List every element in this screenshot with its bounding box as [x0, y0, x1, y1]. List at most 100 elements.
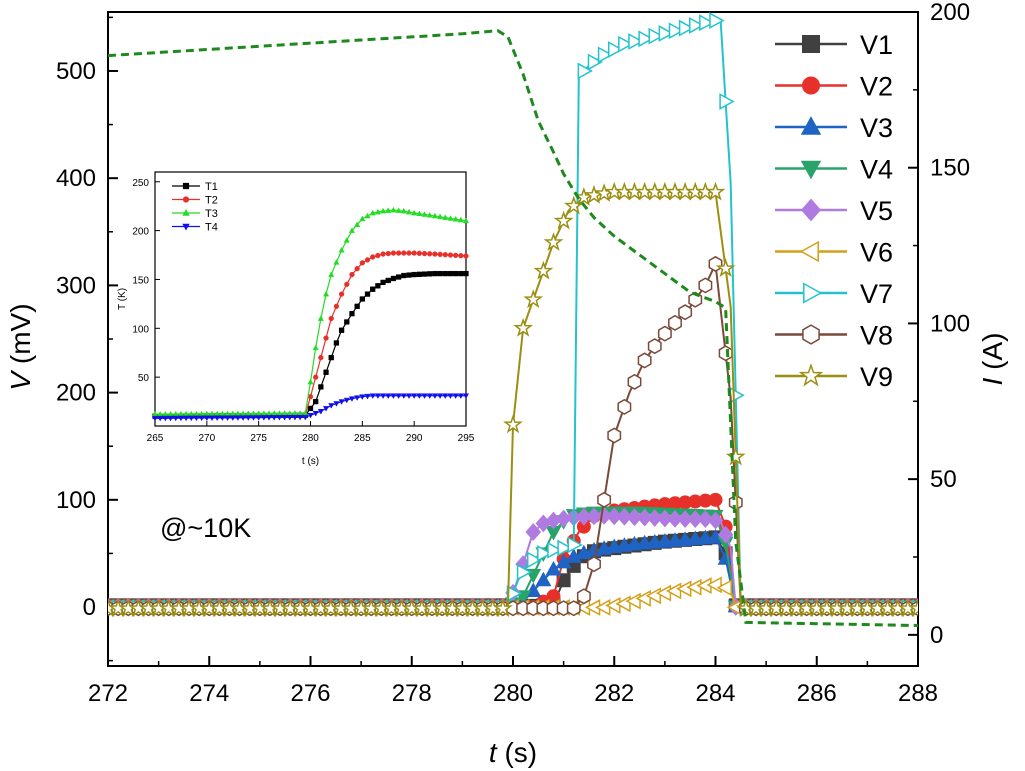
main-plot: 272 274 276 278 280 282 284 286 288 0 100 200 300 400… — [5, 0, 1008, 768]
inset-y-tick-label: 250 — [132, 178, 149, 189]
series-v7-point — [516, 563, 533, 581]
series-v8-point — [678, 304, 693, 321]
inset-legend-label-t4: T4 — [205, 222, 218, 234]
series-v8-point — [698, 277, 713, 294]
series-v7-point — [658, 25, 674, 42]
series-v5-point — [616, 507, 633, 526]
y-left-tick-label: 300 — [56, 272, 96, 299]
x-tick-label: 282 — [594, 680, 634, 707]
series-v9-point — [908, 598, 918, 618]
series-v5-point — [667, 510, 683, 528]
series-v7-point — [526, 551, 543, 569]
inset-series-t3-point — [328, 271, 335, 277]
inset-series-t3-point — [426, 211, 433, 218]
inset-series-t1-point — [406, 272, 412, 278]
inset-series-t2-point — [458, 253, 464, 259]
inset-series-t1-point — [427, 271, 433, 277]
inset-series-t4-point — [348, 396, 356, 402]
series-v3-point — [545, 560, 562, 576]
y-right-axis-title-unit: (A) — [977, 333, 1008, 378]
inset-series-t4-point — [343, 397, 350, 404]
inset-y-tick-label: 150 — [132, 275, 149, 286]
series-v6-point — [645, 587, 662, 605]
inset-series-t2-point — [421, 250, 428, 257]
x-axis-title-symbol: t — [489, 737, 498, 768]
inset-series-t3-point — [312, 344, 319, 351]
inset-series-t4-point — [177, 415, 184, 422]
inset-series-t4-point — [354, 395, 361, 401]
inset-series-t3-point — [462, 217, 470, 224]
inset-series-t4-point — [193, 415, 200, 422]
y-right-axis-title: I (A) — [977, 333, 1008, 386]
inset-series-t4-point — [312, 411, 319, 417]
legend-marker-v8 — [802, 324, 820, 345]
y-left-tick-label: 100 — [56, 487, 96, 514]
inset-frame — [154, 171, 467, 427]
inset-x-tick-label: 275 — [250, 433, 267, 444]
series-v3-point — [667, 532, 683, 547]
inset-series-t4-point — [322, 406, 330, 412]
inset-x-tick-label: 265 — [147, 433, 164, 444]
inset-series-t4-point — [203, 415, 210, 422]
series-v5-point — [525, 523, 542, 541]
inset-series-t2-point — [395, 250, 402, 256]
x-tick-label: 280 — [493, 680, 533, 707]
x-tick-label: 286 — [797, 680, 837, 707]
inset-series-t4-point — [390, 393, 397, 399]
series-v7-point — [597, 46, 614, 64]
inset-series-t2-point — [364, 257, 371, 263]
y-right-axis-title-symbol: I — [977, 377, 1008, 385]
inset-series-t4-point — [286, 415, 293, 421]
inset-series-t3-point — [380, 207, 387, 214]
inset-series-t1-point — [395, 274, 402, 280]
x-tick-label: 272 — [88, 680, 128, 707]
inset-series-t2-point — [323, 335, 329, 341]
series-v5-point — [646, 509, 663, 527]
inset-series-t1-point — [452, 270, 459, 277]
series-v8-point — [587, 556, 601, 573]
inset-series-t4-point — [265, 415, 273, 421]
x-tick-label: 278 — [392, 680, 432, 707]
inset-x-tick-label: 270 — [198, 433, 215, 444]
inset-series-t3-point — [385, 207, 392, 213]
series-v8-point — [566, 600, 581, 617]
inset-series-t4-point — [380, 393, 387, 399]
series-v9-point — [513, 317, 534, 337]
series-v9-point — [523, 289, 544, 309]
inset-series-t3-point — [405, 208, 413, 215]
series-v9-point — [492, 598, 513, 618]
series-v3-point — [646, 533, 663, 549]
series-v2-point — [546, 589, 561, 604]
inset-series-t1-point — [370, 286, 376, 292]
inset-series-t3-point — [437, 213, 444, 220]
inset-series-t4-point — [457, 393, 464, 399]
annotation-temperature: @~10K — [160, 513, 251, 543]
inset-series-t1-point — [307, 405, 314, 412]
inset-series-t4-point — [157, 415, 164, 422]
inset-series-t4-point — [167, 415, 174, 422]
inset-series-t1-point — [359, 296, 365, 302]
series-v8-point — [576, 588, 591, 605]
inset-series-t3-point — [364, 212, 371, 219]
series-v9-point — [553, 210, 574, 230]
inset-series-t3-point — [354, 221, 361, 228]
inset-series-t1-point — [390, 275, 397, 282]
inset-series-t3-point — [447, 215, 454, 221]
inset-series-t1-point — [401, 272, 407, 279]
inset-series-t1-point — [344, 319, 350, 325]
inset-series-t1-point — [313, 398, 319, 405]
series-v9-point — [725, 446, 746, 466]
y-left-tick-label: 0 — [83, 594, 96, 621]
inset-series-t2-point — [411, 250, 417, 256]
series-v8-point — [647, 338, 662, 355]
legend-label-v6: V6 — [860, 238, 893, 268]
inset-legend-label-t2: T2 — [205, 195, 218, 207]
inset-series-t2-point — [307, 394, 314, 400]
inset-y-axis-title: T (K) — [117, 288, 128, 310]
inset-series-t2-point — [447, 252, 454, 258]
series-v5-point — [697, 510, 714, 528]
x-tick-label: 288 — [898, 680, 938, 707]
legend-label-v8: V8 — [860, 321, 893, 351]
series-v9-point — [715, 258, 736, 278]
inset-series-t2-point — [432, 251, 438, 257]
